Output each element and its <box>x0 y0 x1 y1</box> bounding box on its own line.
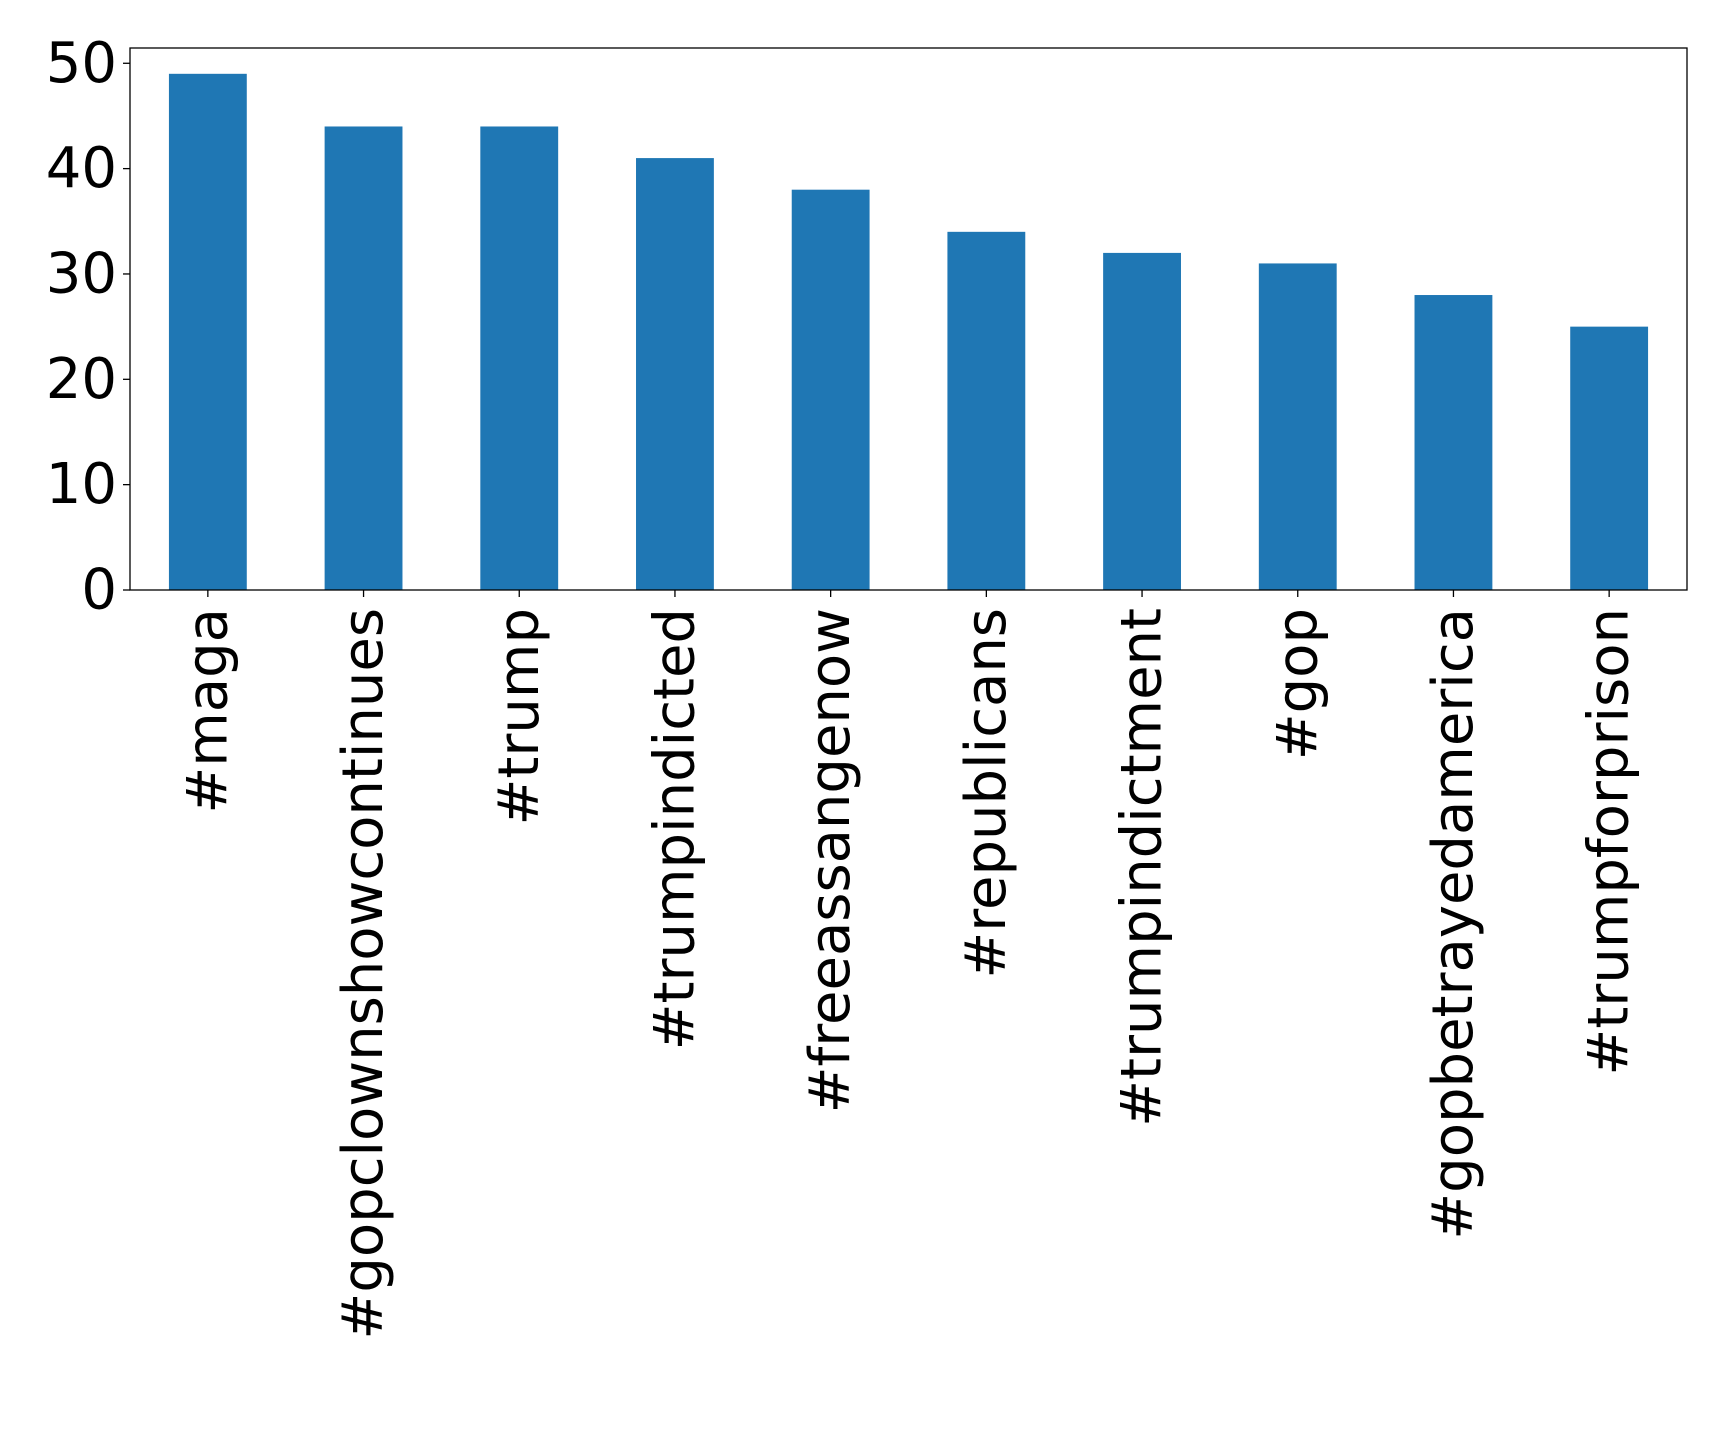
y-axis: 0 10 20 30 40 50 <box>46 31 130 623</box>
bar-trump <box>480 126 559 590</box>
x-tick-label: #gop <box>1265 608 1330 760</box>
x-tick-label: #trumpindicted <box>642 608 707 1050</box>
x-tick-label: #republicans <box>954 608 1019 979</box>
bars-group <box>168 73 1649 590</box>
bar-trumpindictment <box>1103 252 1181 590</box>
bar-trumpforprison <box>1570 326 1649 590</box>
y-tick-label: 50 <box>46 31 117 96</box>
x-axis: #maga #gopclownshowcontinues #trump #trumpi… <box>175 590 1642 1340</box>
plot-frame <box>129 47 1688 591</box>
bar-gopclownshowcontinues <box>324 126 403 590</box>
y-tick-label: 30 <box>46 241 117 306</box>
x-tick-label: #freeassangenow <box>798 608 863 1113</box>
x-tick-label: #gopbetrayedamerica <box>1421 608 1486 1240</box>
y-tick-label: 40 <box>46 136 117 201</box>
y-tick-label: 20 <box>46 347 117 412</box>
x-tick-label: #gopclownshowcontinues <box>331 608 396 1340</box>
x-tick-label: #trumpindictment <box>1110 608 1175 1127</box>
y-tick-label: 10 <box>46 452 117 517</box>
bar-republicans <box>947 231 1026 590</box>
bar-gop <box>1258 263 1337 590</box>
bar-freeassangenow <box>791 189 870 590</box>
bar-maga <box>168 73 247 590</box>
bar-gopbetrayedamerica <box>1414 295 1493 590</box>
y-tick-label: 0 <box>81 558 117 623</box>
x-tick-label: #maga <box>175 608 240 814</box>
x-tick-label: #trumpforprison <box>1577 608 1642 1076</box>
x-tick-label: #trump <box>487 608 552 826</box>
bar-trumpindicted <box>636 158 714 590</box>
